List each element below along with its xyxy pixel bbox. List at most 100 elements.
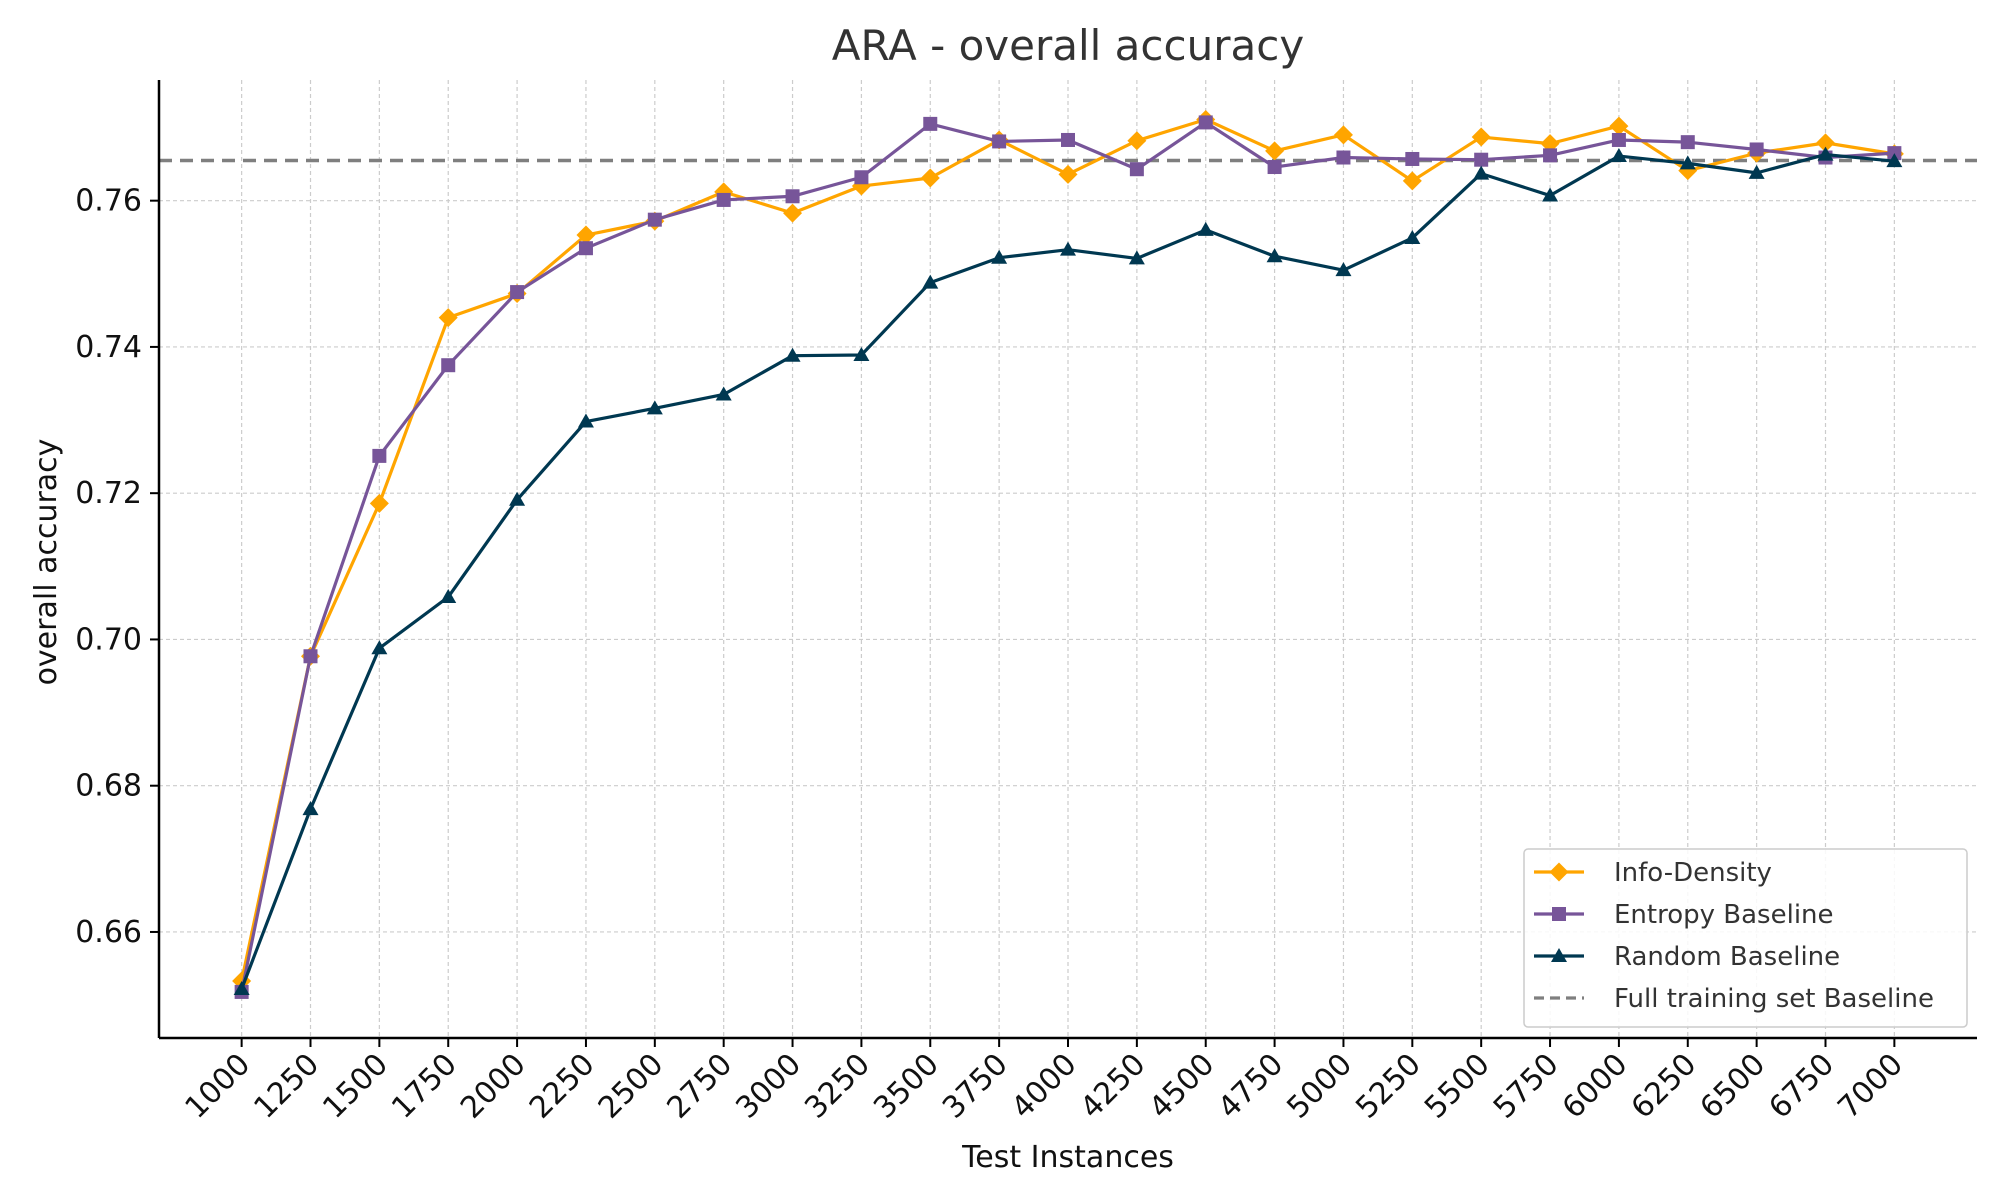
data-point-entropy-baseline bbox=[716, 192, 731, 207]
data-point-entropy-baseline bbox=[510, 285, 525, 300]
data-point-info-density bbox=[438, 308, 458, 328]
data-point-entropy-baseline bbox=[1129, 162, 1144, 177]
y-tick-label: 0.70 bbox=[75, 622, 142, 657]
x-tick-label: 2750 bbox=[661, 1047, 740, 1126]
data-point-random-baseline bbox=[1060, 241, 1076, 256]
data-point-info-density bbox=[1402, 171, 1422, 191]
x-tick-label: 3000 bbox=[729, 1047, 808, 1126]
data-point-info-density bbox=[1265, 141, 1285, 161]
y-axis-label: overall accuracy bbox=[29, 439, 64, 686]
x-tick-label: 5750 bbox=[1487, 1047, 1566, 1126]
data-point-entropy-baseline bbox=[303, 649, 318, 664]
data-point-random-baseline bbox=[922, 274, 939, 289]
legend-marker-info-density bbox=[1549, 862, 1569, 882]
x-tick-label: 6250 bbox=[1625, 1047, 1704, 1126]
data-point-info-density bbox=[369, 493, 389, 513]
x-tick-label: 6500 bbox=[1694, 1047, 1773, 1126]
series-entropy-baseline bbox=[234, 115, 1902, 999]
data-point-random-baseline bbox=[1335, 262, 1352, 277]
legend-label-entropy-baseline: Entropy Baseline bbox=[1614, 900, 1834, 930]
x-tick-label: 1000 bbox=[179, 1047, 258, 1126]
data-point-random-baseline bbox=[1817, 146, 1834, 161]
x-tick-label: 2000 bbox=[454, 1047, 533, 1126]
data-point-random-baseline bbox=[302, 801, 319, 816]
data-point-info-density bbox=[1333, 125, 1353, 145]
grid bbox=[159, 80, 1977, 1038]
data-point-entropy-baseline bbox=[1474, 152, 1489, 167]
y-tick-label: 0.76 bbox=[75, 184, 142, 219]
data-point-entropy-baseline bbox=[1680, 135, 1695, 150]
data-point-entropy-baseline bbox=[578, 241, 593, 256]
x-tick-label: 3500 bbox=[867, 1047, 946, 1126]
y-ticks: 0.66 0.68 0.70 0.72 0.74 0.76 bbox=[75, 184, 159, 950]
x-tick-label: 2500 bbox=[592, 1047, 671, 1126]
data-point-random-baseline bbox=[1886, 153, 1903, 168]
data-point-entropy-baseline bbox=[1267, 160, 1282, 175]
x-tick-label: 5250 bbox=[1349, 1047, 1428, 1126]
data-point-entropy-baseline bbox=[1749, 142, 1764, 157]
x-tick-label: 3750 bbox=[936, 1047, 1015, 1126]
x-tick-label: 6000 bbox=[1556, 1047, 1635, 1126]
data-point-random-baseline bbox=[233, 981, 250, 996]
x-tick-label: 6750 bbox=[1762, 1047, 1841, 1126]
x-tick-label: 1250 bbox=[247, 1047, 326, 1126]
data-point-entropy-baseline bbox=[1543, 148, 1558, 163]
data-point-entropy-baseline bbox=[1611, 132, 1626, 147]
data-point-random-baseline bbox=[1748, 164, 1765, 179]
data-point-random-baseline bbox=[1473, 165, 1490, 180]
legend-label-info-density: Info-Density bbox=[1614, 858, 1772, 888]
data-point-random-baseline bbox=[1542, 187, 1559, 202]
data-point-info-density bbox=[783, 203, 803, 223]
data-point-entropy-baseline bbox=[785, 189, 800, 204]
legend-label-full-training-set-baseline: Full training set Baseline bbox=[1614, 984, 1934, 1014]
x-tick-label: 5000 bbox=[1280, 1047, 1359, 1126]
data-point-random-baseline bbox=[1197, 221, 1214, 236]
data-point-random-baseline bbox=[991, 249, 1008, 264]
x-tick-label: 4750 bbox=[1212, 1047, 1291, 1126]
data-point-random-baseline bbox=[1610, 148, 1627, 163]
data-point-info-density bbox=[1058, 164, 1078, 184]
y-tick-label: 0.74 bbox=[75, 330, 142, 365]
data-point-entropy-baseline bbox=[647, 212, 662, 227]
data-point-info-density bbox=[1127, 131, 1147, 151]
data-point-info-density bbox=[1471, 127, 1491, 147]
x-tick-label: 4250 bbox=[1074, 1047, 1153, 1126]
legend: Info-Density Entropy Baseline Random Basel… bbox=[1523, 848, 1968, 1028]
data-point-entropy-baseline bbox=[1405, 151, 1420, 166]
data-point-random-baseline bbox=[371, 640, 388, 655]
data-point-random-baseline bbox=[853, 346, 870, 361]
x-tick-label: 1500 bbox=[316, 1047, 395, 1126]
y-tick-label: 0.66 bbox=[75, 915, 142, 950]
data-point-random-baseline bbox=[509, 491, 526, 506]
data-point-entropy-baseline bbox=[923, 116, 938, 131]
data-point-entropy-baseline bbox=[1336, 150, 1351, 165]
data-point-entropy-baseline bbox=[854, 170, 869, 185]
data-point-entropy-baseline bbox=[1887, 146, 1902, 161]
data-point-info-density bbox=[576, 225, 596, 245]
data-point-random-baseline bbox=[440, 589, 457, 604]
data-point-info-density bbox=[1609, 116, 1629, 136]
x-tick-label: 4000 bbox=[1005, 1047, 1084, 1126]
data-point-random-baseline bbox=[1128, 250, 1145, 265]
x-ticks: 1000125015001750200022502500275030003250… bbox=[179, 1038, 1910, 1126]
x-tick-label: 1750 bbox=[385, 1047, 464, 1126]
legend-marker-entropy-baseline bbox=[1552, 907, 1566, 921]
data-point-random-baseline bbox=[1679, 155, 1696, 170]
y-tick-label: 0.72 bbox=[75, 476, 142, 511]
data-point-entropy-baseline bbox=[992, 134, 1007, 149]
data-point-entropy-baseline bbox=[1198, 115, 1213, 130]
data-point-random-baseline bbox=[1266, 248, 1283, 263]
data-point-entropy-baseline bbox=[441, 358, 456, 373]
x-tick-label: 3250 bbox=[798, 1047, 877, 1126]
data-point-random-baseline bbox=[577, 413, 594, 428]
x-tick-label: 7000 bbox=[1831, 1047, 1910, 1126]
data-point-entropy-baseline bbox=[372, 448, 387, 463]
x-tick-label: 2250 bbox=[523, 1047, 602, 1126]
legend-label-random-baseline: Random Baseline bbox=[1614, 942, 1840, 972]
data-point-random-baseline bbox=[784, 347, 801, 362]
data-point-random-baseline bbox=[646, 400, 663, 415]
legend-marker-random-baseline bbox=[1551, 948, 1567, 962]
data-point-random-baseline bbox=[1404, 229, 1421, 244]
chart-title: ARA - overall accuracy bbox=[832, 21, 1304, 70]
